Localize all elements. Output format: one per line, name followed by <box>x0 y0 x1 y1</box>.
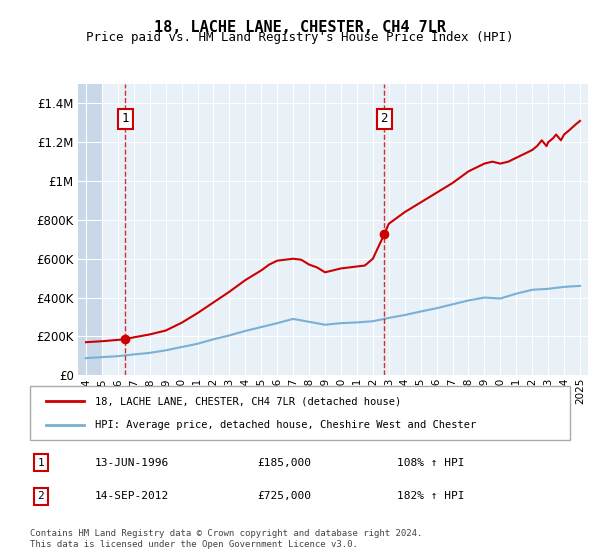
Text: £185,000: £185,000 <box>257 458 311 468</box>
Text: 2: 2 <box>380 113 388 125</box>
Text: Price paid vs. HM Land Registry's House Price Index (HPI): Price paid vs. HM Land Registry's House … <box>86 31 514 44</box>
Text: 13-JUN-1996: 13-JUN-1996 <box>95 458 169 468</box>
Text: Contains HM Land Registry data © Crown copyright and database right 2024.: Contains HM Land Registry data © Crown c… <box>30 529 422 538</box>
Text: This data is licensed under the Open Government Licence v3.0.: This data is licensed under the Open Gov… <box>30 540 358 549</box>
Text: HPI: Average price, detached house, Cheshire West and Chester: HPI: Average price, detached house, Ches… <box>95 419 476 430</box>
Text: £725,000: £725,000 <box>257 491 311 501</box>
Bar <box>78 84 102 375</box>
Text: 18, LACHE LANE, CHESTER, CH4 7LR: 18, LACHE LANE, CHESTER, CH4 7LR <box>154 20 446 35</box>
Text: 2: 2 <box>37 491 44 501</box>
Text: 14-SEP-2012: 14-SEP-2012 <box>95 491 169 501</box>
Text: 108% ↑ HPI: 108% ↑ HPI <box>397 458 465 468</box>
Text: 18, LACHE LANE, CHESTER, CH4 7LR (detached house): 18, LACHE LANE, CHESTER, CH4 7LR (detach… <box>95 396 401 407</box>
Text: 1: 1 <box>37 458 44 468</box>
Text: 1: 1 <box>121 113 129 125</box>
Text: 182% ↑ HPI: 182% ↑ HPI <box>397 491 465 501</box>
FancyBboxPatch shape <box>30 386 570 440</box>
